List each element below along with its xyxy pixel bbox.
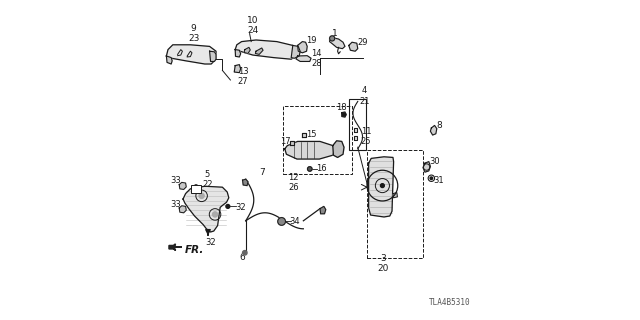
- Text: 30: 30: [429, 157, 440, 166]
- Text: 32: 32: [205, 238, 216, 247]
- Text: 12
26: 12 26: [289, 173, 299, 192]
- Polygon shape: [369, 157, 394, 217]
- Polygon shape: [354, 128, 357, 132]
- Circle shape: [307, 167, 312, 171]
- Circle shape: [226, 204, 230, 208]
- Polygon shape: [291, 45, 300, 58]
- Text: 17: 17: [280, 137, 291, 146]
- Circle shape: [278, 218, 285, 225]
- Polygon shape: [179, 206, 186, 213]
- Polygon shape: [255, 48, 263, 54]
- Text: 16: 16: [316, 164, 327, 173]
- Polygon shape: [290, 141, 294, 145]
- Text: 14
28: 14 28: [312, 49, 322, 68]
- Text: 29: 29: [357, 38, 367, 47]
- Polygon shape: [236, 40, 298, 59]
- Polygon shape: [234, 65, 241, 73]
- Polygon shape: [342, 112, 346, 117]
- Circle shape: [380, 184, 384, 188]
- Polygon shape: [302, 133, 306, 137]
- Text: 2: 2: [194, 184, 198, 193]
- Text: 10
24: 10 24: [247, 16, 259, 35]
- Text: 31: 31: [433, 176, 444, 185]
- Circle shape: [330, 36, 335, 41]
- Bar: [191, 185, 201, 193]
- Bar: [283, 106, 352, 174]
- Polygon shape: [320, 206, 326, 214]
- Bar: [367, 150, 424, 258]
- Text: 9
23: 9 23: [188, 24, 199, 43]
- Circle shape: [342, 113, 346, 116]
- Polygon shape: [236, 50, 241, 57]
- Circle shape: [199, 193, 204, 198]
- Polygon shape: [210, 51, 216, 61]
- Circle shape: [243, 251, 247, 255]
- Polygon shape: [179, 182, 186, 189]
- Text: FR.: FR.: [185, 244, 204, 255]
- Polygon shape: [166, 56, 172, 64]
- Text: 4
21: 4 21: [359, 86, 369, 106]
- Text: 11
25: 11 25: [361, 127, 371, 146]
- Text: 18: 18: [337, 103, 347, 112]
- Circle shape: [212, 212, 218, 217]
- Polygon shape: [430, 125, 437, 135]
- Polygon shape: [243, 179, 248, 186]
- Text: 33: 33: [170, 176, 180, 185]
- Polygon shape: [333, 141, 344, 157]
- Text: TLA4B5310: TLA4B5310: [429, 298, 470, 307]
- Text: 33: 33: [170, 200, 180, 209]
- Polygon shape: [183, 186, 229, 232]
- Text: 15: 15: [306, 130, 316, 139]
- Circle shape: [430, 177, 433, 180]
- Text: 6: 6: [240, 253, 245, 262]
- Text: 32: 32: [236, 203, 246, 212]
- Text: 19: 19: [306, 36, 316, 45]
- Text: 13
27: 13 27: [238, 67, 248, 86]
- Bar: [349, 99, 366, 150]
- Polygon shape: [349, 42, 358, 51]
- Polygon shape: [298, 42, 307, 53]
- Polygon shape: [354, 136, 357, 140]
- Text: 34: 34: [289, 217, 300, 226]
- Polygon shape: [296, 56, 311, 61]
- Polygon shape: [244, 47, 250, 53]
- Text: 7: 7: [259, 168, 264, 177]
- Polygon shape: [330, 38, 345, 49]
- Polygon shape: [423, 162, 430, 172]
- Text: 1: 1: [332, 29, 337, 38]
- Polygon shape: [169, 244, 182, 251]
- Text: 3
20: 3 20: [378, 253, 389, 273]
- Polygon shape: [285, 141, 334, 159]
- Text: 8: 8: [436, 121, 442, 130]
- Polygon shape: [166, 45, 216, 64]
- Polygon shape: [393, 193, 397, 198]
- Text: 5
22: 5 22: [202, 170, 212, 189]
